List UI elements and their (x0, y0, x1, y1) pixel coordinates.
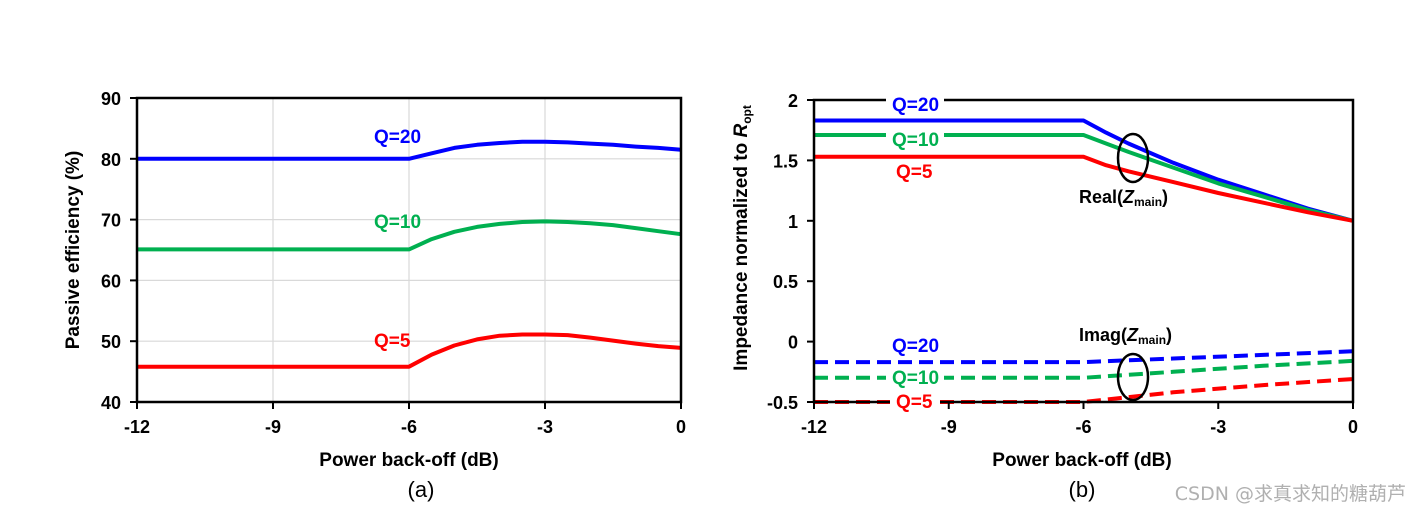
chart-b-imag-ellipse (1116, 352, 1150, 402)
chart-a-xlabel: Power back-off (dB) (319, 450, 498, 471)
chart-b-ytick-label: 2 (788, 91, 798, 111)
chart-b-xtick-label: 0 (1348, 417, 1358, 437)
chart-b-ytick-label: -0.5 (767, 393, 798, 413)
chart-a-xtick-label: -3 (537, 417, 553, 437)
chart-a-ytick-label: 60 (101, 271, 121, 291)
chart-a: -12 -9 -6 -3 0 40 50 60 70 80 90 Q=20 Q=10 Q=5 Pow… (63, 89, 686, 502)
chart-b-real-ellipse (1116, 132, 1150, 184)
chart-b-ytick-label: 1 (788, 212, 798, 232)
chart-b-label-real-q5: Q=5 (896, 162, 933, 183)
chart-a-ticks: -12 -9 -6 -3 0 40 50 60 70 80 90 (101, 89, 686, 437)
chart-b-ticks: -12 -9 -6 -3 0 -0.5 0 0.5 1 1.5 2 (767, 91, 1358, 437)
chart-b-label-box-real-q10 (886, 128, 944, 150)
chart-b-ytick-label: 0 (788, 333, 798, 353)
chart-a-ytick-label: 80 (101, 150, 121, 170)
chart-b-real-annotation: Real(Zmain) (1079, 187, 1168, 209)
chart-a-series-q10 (137, 219, 682, 252)
chart-b-imag-annotation: Imag(Zmain) (1079, 325, 1172, 347)
chart-b: -12 -9 -6 -3 0 -0.5 0 0.5 1 1.5 2 Q=20 Q=10 Q=5 Q=… (731, 91, 1358, 502)
chart-a-ytick-label: 70 (101, 211, 121, 231)
chart-a-xtick-label: 0 (676, 417, 686, 437)
chart-a-xtick-label: -12 (124, 417, 150, 437)
chart-b-xtick-label: -12 (801, 417, 827, 437)
chart-a-caption: (a) (408, 477, 435, 502)
chart-b-xlabel: Power back-off (dB) (992, 450, 1171, 471)
chart-b-label-real-q10: Q=10 (892, 130, 939, 151)
chart-a-ytick-label: 50 (101, 332, 121, 352)
chart-b-label-box-real-q5 (890, 160, 940, 182)
chart-b-series-imag-q10 (814, 358, 1354, 380)
chart-a-xtick-label: -6 (401, 417, 417, 437)
chart-b-label-box-real-q20 (886, 92, 944, 114)
chart-b-series-imag-q20 (814, 349, 1354, 365)
chart-b-label-box-imag-q10 (886, 366, 944, 388)
chart-b-label-imag-q10: Q=10 (892, 368, 939, 389)
chart-b-ytick-label: 1.5 (773, 151, 798, 171)
chart-a-ytick-label: 90 (101, 89, 121, 109)
chart-b-ylabel: Impedance normalized to Ropt (731, 105, 754, 371)
chart-a-series (137, 139, 682, 369)
chart-b-label-imag-q20: Q=20 (892, 336, 939, 357)
chart-b-label-imag-q5: Q=5 (896, 392, 933, 413)
chart-b-caption: (b) (1069, 477, 1096, 502)
chart-a-ytick-label: 40 (101, 393, 121, 413)
chart-a-label-q10: Q=10 (374, 212, 421, 233)
watermark: CSDN @求真求知的糖葫芦 (1175, 483, 1406, 505)
chart-a-xtick-label: -9 (265, 417, 281, 437)
chart-b-label-real-q20: Q=20 (892, 95, 939, 116)
chart-a-label-q5: Q=5 (374, 331, 411, 352)
chart-a-ylabel: Passive efficiency (%) (63, 151, 84, 350)
chart-b-series-real-q5 (814, 154, 1354, 223)
chart-b-xtick-label: -9 (941, 417, 957, 437)
chart-b-series-real-q10 (814, 133, 1354, 223)
chart-a-label-q20: Q=20 (374, 127, 421, 148)
chart-b-ytick-label: 0.5 (773, 272, 798, 292)
chart-b-xtick-label: -3 (1210, 417, 1226, 437)
chart-b-xtick-label: -6 (1075, 417, 1091, 437)
chart-a-series-q20 (137, 139, 682, 161)
chart-b-label-box-imag-q5 (890, 391, 940, 413)
chart-a-series-q5 (137, 332, 682, 369)
chart-b-label-box-imag-q20 (886, 334, 944, 356)
